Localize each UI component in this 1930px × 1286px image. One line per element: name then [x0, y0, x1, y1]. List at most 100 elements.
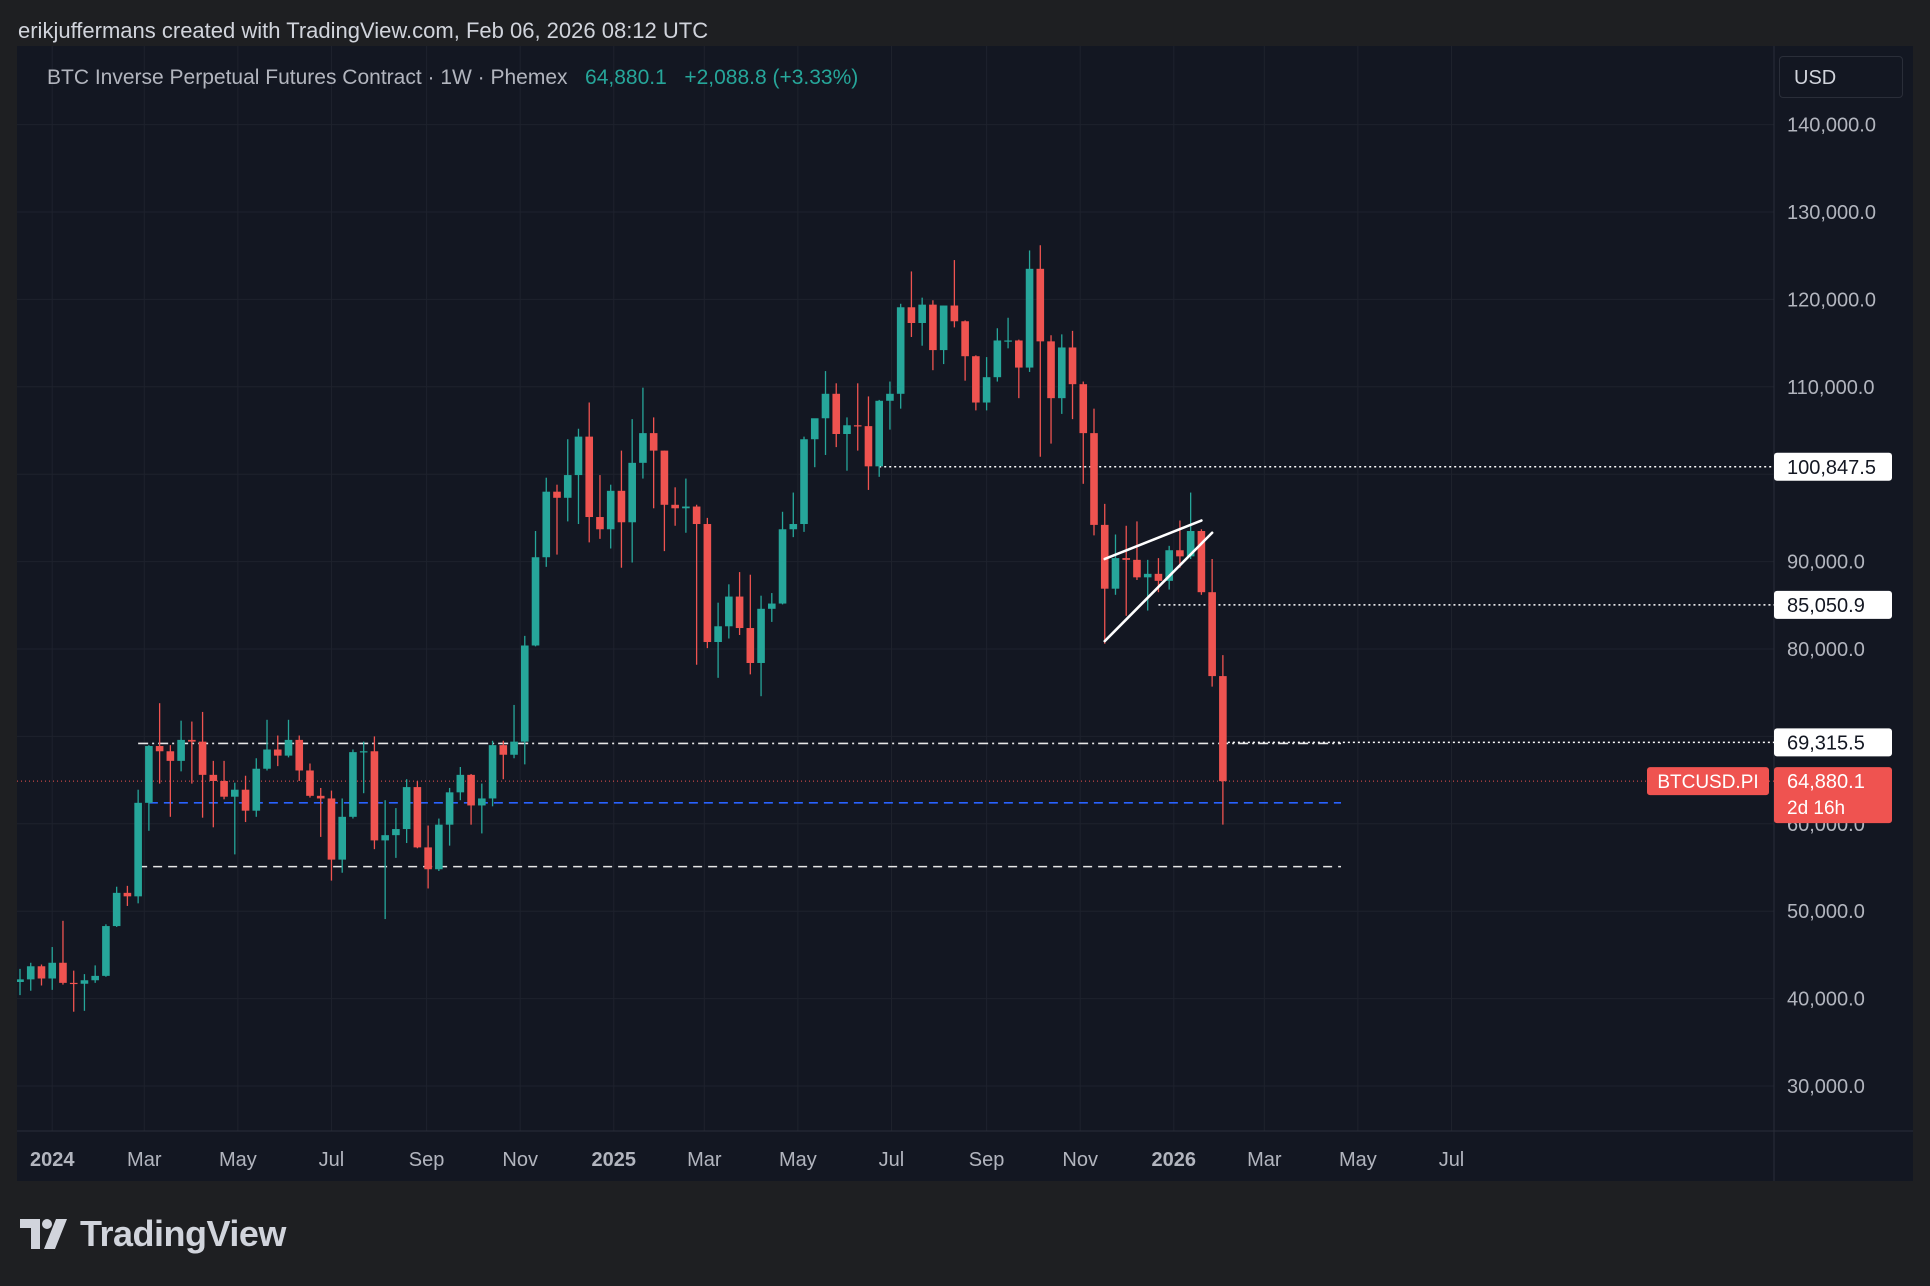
candle-body	[692, 506, 701, 525]
candle	[392, 808, 400, 858]
candle	[649, 417, 658, 509]
candle	[1197, 529, 1206, 595]
candle	[961, 320, 969, 381]
candle	[134, 789, 142, 904]
candle-body	[596, 517, 604, 530]
candle-body	[1079, 384, 1088, 434]
candle	[69, 970, 78, 1012]
candle-body	[671, 504, 679, 509]
x-tick-label: 2026	[1152, 1149, 1197, 1171]
candle	[864, 396, 873, 490]
candle	[1079, 381, 1088, 484]
candle	[682, 478, 690, 533]
candle	[660, 450, 669, 552]
y-tick-label: 30,000.0	[1787, 1076, 1865, 1098]
price-chart[interactable]: 140,000.0 130,000.0 120,000.0 110,000.0 90,0…	[17, 46, 1913, 1181]
x-tick-label: May	[1339, 1149, 1377, 1171]
candle	[821, 371, 830, 455]
candle-body	[918, 304, 926, 323]
candle	[757, 595, 765, 697]
candle-body	[1133, 559, 1141, 578]
candle	[91, 965, 99, 983]
symbol-label-text: BTCUSD.PI	[1657, 772, 1758, 793]
candle	[435, 818, 443, 871]
candle-body	[499, 745, 508, 755]
candle-body	[1100, 524, 1109, 589]
tradingview-logo[interactable]: TradingView	[20, 1212, 286, 1256]
candle-body	[263, 749, 271, 769]
candle-body	[1090, 433, 1098, 525]
candle	[155, 703, 164, 784]
candle	[1025, 250, 1034, 372]
candle	[445, 787, 454, 846]
candle-body	[392, 829, 400, 836]
candle-body	[209, 774, 218, 781]
candle-body	[424, 847, 432, 870]
candle	[596, 475, 604, 539]
candle-body	[843, 425, 851, 434]
candle-body	[488, 745, 497, 799]
candle	[1068, 330, 1077, 420]
candle-body	[1004, 340, 1012, 342]
x-tick-label: Sep	[969, 1149, 1005, 1171]
candle-body	[563, 475, 572, 498]
x-tick-label: 2025	[592, 1149, 637, 1171]
candle	[703, 517, 712, 649]
candle-body	[316, 795, 325, 799]
x-tick-label: Mar	[1247, 1149, 1282, 1171]
candle-body	[789, 524, 798, 530]
price-label-text: 69,315.5	[1787, 732, 1865, 754]
candle	[349, 749, 357, 819]
candle	[982, 357, 991, 411]
candle-body	[91, 975, 99, 981]
x-tick-label: Mar	[127, 1149, 162, 1171]
candle-body	[220, 780, 228, 797]
candle-body	[703, 524, 712, 643]
candle	[145, 745, 153, 831]
candle	[231, 782, 239, 855]
candle-body	[982, 377, 991, 403]
chart-area[interactable]: 140,000.0 130,000.0 120,000.0 110,000.0 90,0…	[17, 46, 1913, 1181]
candle	[166, 745, 175, 817]
candle-body	[273, 749, 282, 756]
candle-body	[231, 789, 239, 797]
candle	[295, 735, 304, 781]
candle	[26, 962, 35, 991]
candle-body	[660, 450, 669, 505]
x-axis: 2024 Mar May Jul Sep Nov 2025 Mar May Jul Sep Nov 20…	[30, 1149, 1464, 1171]
candle	[735, 572, 744, 636]
candle-body	[59, 962, 67, 983]
y-tick-label: 80,000.0	[1787, 639, 1865, 661]
candle-body	[628, 462, 636, 523]
candle-body	[198, 741, 207, 775]
candle-body	[531, 557, 540, 646]
candle	[1100, 503, 1109, 644]
candle-body	[26, 966, 35, 980]
candles	[17, 245, 1227, 1012]
candle-body	[1165, 550, 1173, 581]
candle	[252, 758, 261, 817]
y-tick-label: 40,000.0	[1787, 989, 1865, 1011]
candle-body	[80, 980, 89, 984]
candle	[381, 800, 389, 920]
candle-body	[112, 892, 121, 927]
y-tick-label: 50,000.0	[1787, 901, 1865, 923]
candle	[520, 635, 529, 765]
candle	[370, 736, 379, 850]
candle-body	[69, 982, 78, 985]
candle-body	[252, 768, 261, 811]
candle-body	[725, 596, 733, 627]
candle-body	[896, 307, 905, 394]
candle-body	[1143, 573, 1152, 578]
candle	[59, 920, 67, 985]
candle	[789, 492, 798, 538]
candle-body	[413, 787, 422, 848]
currency-button[interactable]: USD	[1779, 56, 1903, 98]
candle	[972, 355, 980, 411]
candle-body	[961, 321, 969, 357]
candle	[220, 760, 228, 800]
x-tick-label: Nov	[502, 1149, 538, 1171]
candle	[1133, 521, 1141, 580]
candle-body	[338, 816, 346, 860]
candle	[306, 763, 314, 798]
